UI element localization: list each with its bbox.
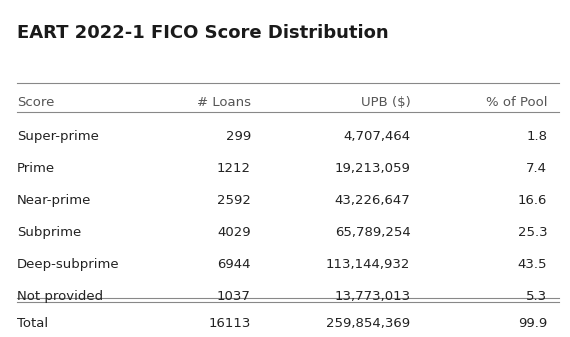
- Text: 6944: 6944: [217, 258, 251, 271]
- Text: 13,773,013: 13,773,013: [334, 290, 410, 303]
- Text: Deep-subprime: Deep-subprime: [17, 258, 120, 271]
- Text: 1037: 1037: [217, 290, 251, 303]
- Text: 25.3: 25.3: [518, 226, 547, 239]
- Text: 299: 299: [226, 130, 251, 143]
- Text: Subprime: Subprime: [17, 226, 82, 239]
- Text: Super-prime: Super-prime: [17, 130, 99, 143]
- Text: 43.5: 43.5: [518, 258, 547, 271]
- Text: 4029: 4029: [217, 226, 251, 239]
- Text: 16.6: 16.6: [518, 194, 547, 207]
- Text: 1.8: 1.8: [526, 130, 547, 143]
- Text: 5.3: 5.3: [526, 290, 547, 303]
- Text: 4,707,464: 4,707,464: [343, 130, 410, 143]
- Text: UPB ($): UPB ($): [361, 96, 410, 109]
- Text: 1212: 1212: [217, 162, 251, 175]
- Text: 43,226,647: 43,226,647: [335, 194, 410, 207]
- Text: 7.4: 7.4: [526, 162, 547, 175]
- Text: Total: Total: [17, 317, 48, 330]
- Text: 259,854,369: 259,854,369: [326, 317, 410, 330]
- Text: Score: Score: [17, 96, 55, 109]
- Text: 113,144,932: 113,144,932: [326, 258, 410, 271]
- Text: EART 2022-1 FICO Score Distribution: EART 2022-1 FICO Score Distribution: [17, 24, 389, 41]
- Text: 19,213,059: 19,213,059: [335, 162, 410, 175]
- Text: % of Pool: % of Pool: [486, 96, 547, 109]
- Text: Near-prime: Near-prime: [17, 194, 91, 207]
- Text: Not provided: Not provided: [17, 290, 103, 303]
- Text: 65,789,254: 65,789,254: [335, 226, 410, 239]
- Text: Prime: Prime: [17, 162, 55, 175]
- Text: # Loans: # Loans: [197, 96, 251, 109]
- Text: 99.9: 99.9: [518, 317, 547, 330]
- Text: 16113: 16113: [209, 317, 251, 330]
- Text: 2592: 2592: [217, 194, 251, 207]
